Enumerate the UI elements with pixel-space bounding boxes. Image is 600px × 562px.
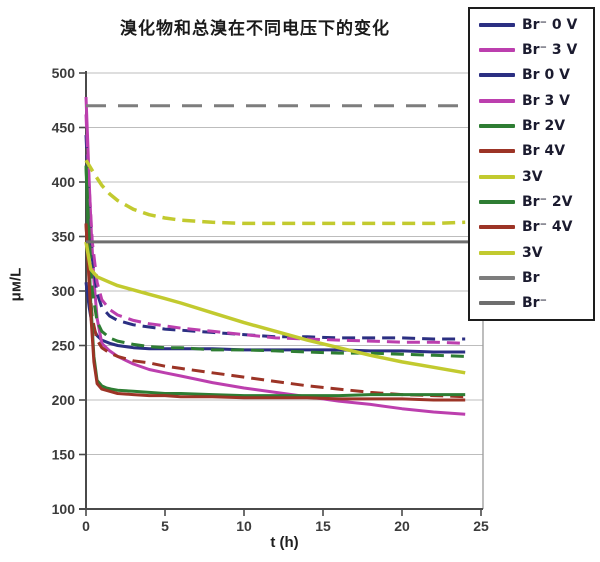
legend-item-5: Br 4V — [479, 140, 591, 162]
legend-label: Br 0 V — [522, 67, 570, 84]
legend-label: Br — [522, 269, 540, 286]
x-tick-label-20: 20 — [394, 518, 410, 534]
legend-item-6: 3V — [479, 166, 591, 188]
legend-label: Br 2V — [522, 117, 566, 134]
y-tick-label-100: 100 — [52, 501, 76, 517]
y-tick-label-500: 500 — [52, 65, 76, 81]
legend-item-4: Br 2V — [479, 115, 591, 137]
legend-label: Br⁻ 0 V — [522, 16, 578, 33]
y-tick-label-400: 400 — [52, 174, 76, 190]
legend-label: Br 3 V — [522, 92, 570, 109]
legend-swatch-icon — [479, 47, 515, 52]
series-line-9 — [84, 241, 466, 375]
series-line-2 — [84, 135, 466, 341]
legend-item-1: Br⁻ 3 V — [479, 39, 591, 61]
legend-swatch-icon — [479, 149, 515, 154]
legend-swatch-icon — [479, 98, 515, 103]
legend-swatch-icon — [479, 301, 515, 306]
x-tick-label-5: 5 — [161, 518, 169, 534]
legend-swatch-icon — [479, 250, 515, 255]
x-tick-label-25: 25 — [473, 518, 489, 534]
legend-label: Br⁻ 3 V — [522, 41, 578, 58]
legend-item-9: 3V — [479, 242, 591, 264]
series-line-6 — [84, 159, 466, 226]
chart-title: 溴化物和总溴在不同电压下的变化 — [120, 19, 390, 38]
legend-item-11: Br⁻ — [479, 292, 591, 314]
y-tick-label-200: 200 — [52, 392, 76, 408]
legend-item-2: Br 0 V — [479, 64, 591, 86]
y-tick-label-250: 250 — [52, 338, 76, 354]
y-tick-label-300: 300 — [52, 283, 76, 299]
legend-swatch-icon — [479, 199, 515, 204]
legend-swatch-icon — [479, 73, 515, 78]
x-axis-label: t (h) — [270, 534, 299, 551]
legend-label: Br⁻ 4V — [522, 219, 573, 236]
legend-swatch-icon — [479, 225, 515, 230]
series-line-3 — [84, 114, 466, 345]
legend-item-0: Br⁻ 0 V — [479, 14, 591, 36]
y-tick-label-150: 150 — [52, 447, 76, 463]
y-tick-label-450: 450 — [52, 120, 76, 136]
x-tick-label-15: 15 — [315, 518, 331, 534]
series-line-4 — [84, 165, 466, 358]
x-tick-label-10: 10 — [236, 518, 252, 534]
series-line-8 — [84, 223, 466, 402]
legend-label: Br 4V — [522, 143, 566, 160]
legend-label: 3V — [522, 168, 543, 185]
legend-swatch-icon — [479, 275, 515, 280]
legend-swatch-icon — [479, 123, 515, 128]
legend: Br⁻ 0 V Br⁻ 3 V Br 0 V Br 3 V Br 2V Br 4V 3V Br… — [468, 7, 595, 321]
y-tick-label-350: 350 — [52, 229, 76, 245]
x-tick-label-0: 0 — [82, 518, 90, 534]
series-line-5 — [84, 223, 466, 399]
legend-label: Br⁻ 2V — [522, 193, 573, 210]
legend-item-7: Br⁻ 2V — [479, 191, 591, 213]
legend-item-8: Br⁻ 4V — [479, 216, 591, 238]
legend-label: Br⁻ — [522, 295, 547, 312]
legend-swatch-icon — [479, 22, 515, 27]
legend-item-3: Br 3 V — [479, 90, 591, 112]
legend-swatch-icon — [479, 174, 515, 179]
legend-item-10: Br — [479, 267, 591, 289]
legend-label: 3V — [522, 244, 543, 261]
series-line-1 — [84, 96, 466, 416]
y-axis-label: μм/L — [7, 267, 25, 302]
